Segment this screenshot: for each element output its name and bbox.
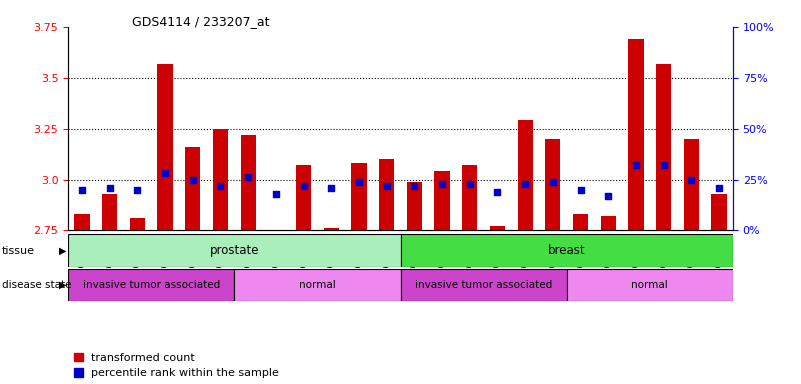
Bar <box>601 216 616 230</box>
Point <box>630 162 642 168</box>
Bar <box>407 182 422 230</box>
Bar <box>213 129 228 230</box>
Point <box>574 187 587 193</box>
Text: tissue: tissue <box>2 245 34 256</box>
Bar <box>462 165 477 230</box>
Point <box>685 177 698 183</box>
Legend: transformed count, percentile rank within the sample: transformed count, percentile rank withi… <box>74 353 280 379</box>
Bar <box>68 234 400 267</box>
Point <box>408 182 421 189</box>
Point <box>325 185 338 191</box>
Point <box>519 180 532 187</box>
Text: ▶: ▶ <box>58 280 66 290</box>
Bar <box>573 214 588 230</box>
Bar <box>324 228 339 230</box>
Bar <box>268 230 284 235</box>
Bar <box>711 194 727 230</box>
Bar <box>545 139 561 230</box>
Bar <box>517 121 533 230</box>
Bar <box>102 194 117 230</box>
Bar <box>352 163 367 230</box>
Point <box>352 179 365 185</box>
Point <box>159 170 171 177</box>
Point <box>463 180 476 187</box>
Bar <box>240 135 256 230</box>
Text: disease state: disease state <box>2 280 71 290</box>
Point <box>269 191 282 197</box>
Text: ▶: ▶ <box>58 245 66 256</box>
Text: normal: normal <box>299 280 336 290</box>
Text: GDS4114 / 233207_at: GDS4114 / 233207_at <box>132 15 270 28</box>
Bar <box>628 39 643 230</box>
Point <box>491 189 504 195</box>
Bar <box>379 159 394 230</box>
Text: breast: breast <box>548 244 586 257</box>
Point <box>187 177 199 183</box>
Bar <box>185 147 200 230</box>
Point <box>436 180 449 187</box>
Bar <box>74 214 90 230</box>
Text: invasive tumor associated: invasive tumor associated <box>415 280 552 290</box>
Bar <box>68 269 235 301</box>
Bar <box>656 63 671 230</box>
Text: invasive tumor associated: invasive tumor associated <box>83 280 219 290</box>
Point <box>297 182 310 189</box>
Point <box>103 185 116 191</box>
Point <box>131 187 143 193</box>
Point <box>602 193 614 199</box>
Text: prostate: prostate <box>210 244 259 257</box>
Point <box>380 182 393 189</box>
Point <box>214 182 227 189</box>
Bar <box>130 218 145 230</box>
Bar <box>158 63 173 230</box>
Bar <box>400 234 733 267</box>
Point <box>546 179 559 185</box>
Point <box>242 174 255 180</box>
Bar <box>434 171 449 230</box>
Bar <box>400 269 567 301</box>
Bar <box>490 226 505 230</box>
Text: normal: normal <box>631 280 668 290</box>
Bar <box>567 269 733 301</box>
Point <box>75 187 88 193</box>
Bar <box>235 269 400 301</box>
Bar <box>684 139 699 230</box>
Bar <box>296 165 311 230</box>
Point <box>658 162 670 168</box>
Point <box>713 185 726 191</box>
